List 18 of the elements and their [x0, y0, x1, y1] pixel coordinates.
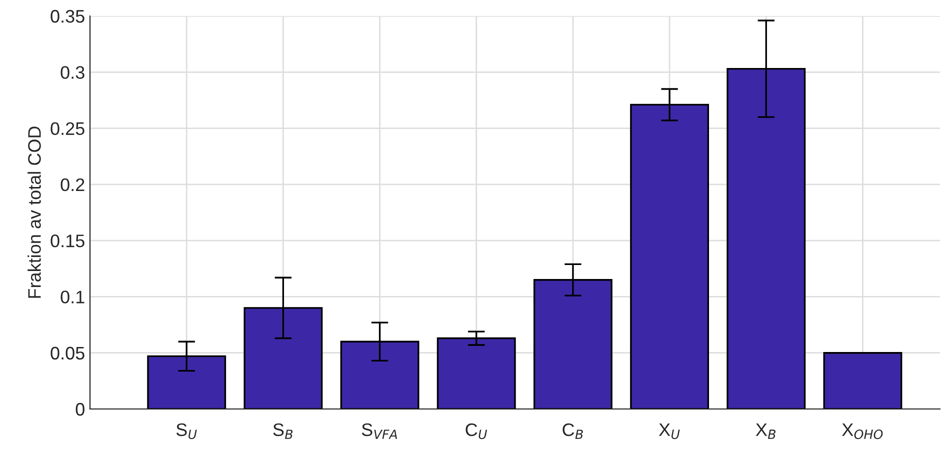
y-tick-label: 0.1	[60, 290, 84, 304]
y-tick-label: 0.25	[50, 122, 84, 136]
x-tick-label: C$_{B}$	[562, 423, 583, 439]
x-tick-label: C$_{U}$	[466, 423, 488, 440]
y-tick-label: 0.2	[60, 178, 84, 192]
y-tick-label: 0.3	[60, 66, 84, 79]
x-tick-label: X$_{OHO}$	[842, 424, 883, 440]
x-tick-label: X$_{B}$	[756, 424, 776, 439]
y-axis-title: Fraktion av total COD	[28, 126, 41, 298]
x-tick-label: S$_{B}$	[273, 423, 293, 439]
x-tick-label: S$_{VFA}$	[362, 423, 397, 439]
y-tick-label: 0.05	[50, 346, 84, 360]
y-tick-label: 0	[76, 402, 84, 416]
x-tick-label: S$_{U}$	[176, 423, 197, 440]
x-tick-label: X$_{U}$	[658, 424, 680, 440]
y-tick-label: 0.35	[50, 10, 84, 23]
bar	[823, 352, 902, 409]
y-tick-label: 0.15	[50, 234, 84, 248]
